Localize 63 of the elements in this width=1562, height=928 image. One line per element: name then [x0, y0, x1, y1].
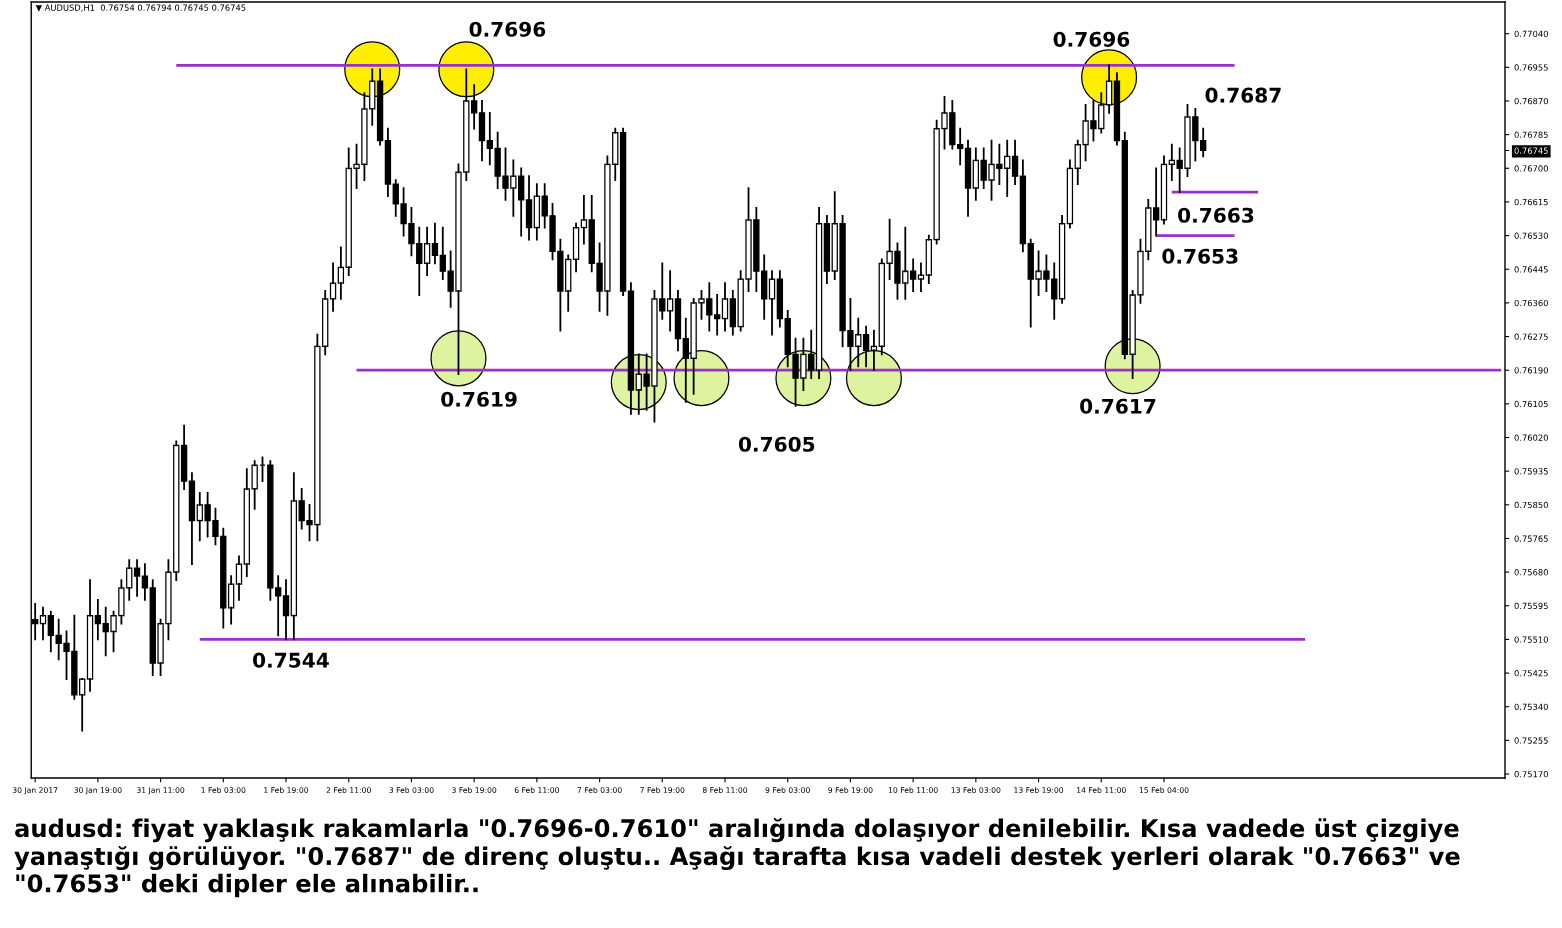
candlestick [964, 139, 972, 217]
candlestick [337, 246, 345, 300]
candlestick [1160, 155, 1168, 225]
y-tick-label: 0.75170 [1514, 771, 1548, 778]
annotation: 0.7696 [1053, 31, 1130, 47]
annotation: 0.7653 [1162, 248, 1238, 264]
candlestick [141, 563, 149, 601]
annotation: 0.7696 [469, 21, 546, 37]
y-tick-label: 0.75510 [1514, 636, 1548, 643]
candlestick [721, 282, 729, 332]
y-tick-label: 0.77040 [1514, 30, 1548, 37]
candlestick [1011, 139, 1019, 186]
candlestick [86, 579, 94, 692]
y-tick-label: 0.76955 [1514, 64, 1548, 71]
y-tick-label: 0.76700 [1514, 165, 1548, 172]
y-tick-label: 0.75850 [1514, 501, 1548, 509]
y-tick-label: 0.76360 [1514, 299, 1548, 307]
y-tick-label: 0.76445 [1514, 266, 1548, 273]
y-tick-label: 0.75935 [1514, 468, 1548, 475]
annotation: 0.7687 [1205, 87, 1281, 103]
candlestick [180, 424, 188, 490]
y-tick-label: 0.76615 [1514, 198, 1548, 206]
text: audusd: fiyat yaklaşık rakamlarla "0.7696-0.7610" aralığında dolaşıyor denilebilir. Kısa vadede üst çizgiye yanaştığı görülüyor. "0.7687" de direnç oluştu.. Aşağı tarafta kısa vadeli destek yerleri olarak "0.7663" ve "0.7653" deki dipler ele alınabilir.. [14, 818, 1460, 898]
y-tick-label: 0.76530 [1514, 232, 1548, 239]
chart-title: ▼ AUDUSD,H1 0.76754 0.76794 0.76745 0.76745 [35, 4, 246, 12]
candlestick [282, 579, 290, 641]
candlestick [776, 270, 784, 328]
y-tick-label: 0.76870 [1514, 97, 1548, 105]
annotation: 0.7544 [253, 652, 329, 668]
candlestick [1019, 159, 1027, 253]
y-tick-label: 0.76020 [1514, 434, 1548, 441]
candlestick [1066, 159, 1074, 229]
y-tick-label: 0.75680 [1514, 569, 1548, 576]
candlestick [329, 262, 337, 312]
y-tick-label: 0.76785 [1514, 131, 1548, 138]
candlestick [235, 555, 243, 601]
candlestick [478, 100, 486, 162]
annotation: 0.7619 [441, 391, 517, 407]
candlestick [188, 472, 196, 566]
annotation: 0.7605 [738, 436, 815, 452]
y-tick-label: 0.75425 [1514, 670, 1548, 677]
candlestick [674, 290, 682, 352]
y-tick-label: 0.75595 [1514, 602, 1548, 610]
candlestick [1058, 214, 1066, 304]
candlestick [423, 226, 431, 277]
candlestick [768, 270, 776, 336]
candlestick [533, 183, 541, 241]
candlestick [525, 175, 533, 241]
y-tick-label: 0.76190 [1514, 367, 1548, 374]
annotation: 0.7617 [1080, 398, 1156, 414]
y-tick-label: 0.76105 [1514, 400, 1548, 408]
candlestick [572, 222, 580, 273]
y-tick-label: 0.76745 [1514, 147, 1548, 154]
y-tick-label: 0.75765 [1514, 535, 1548, 542]
y-tick-label: 0.75255 [1514, 737, 1548, 744]
candlestick [619, 127, 627, 296]
y-tick-label: 0.75340 [1514, 703, 1548, 711]
annotation: 0.7663 [1178, 207, 1254, 223]
candlestick [227, 575, 235, 625]
candlestick [823, 214, 831, 285]
point [430, 330, 487, 387]
candlestick [384, 127, 392, 197]
y-tick-label: 0.76275 [1514, 333, 1548, 340]
